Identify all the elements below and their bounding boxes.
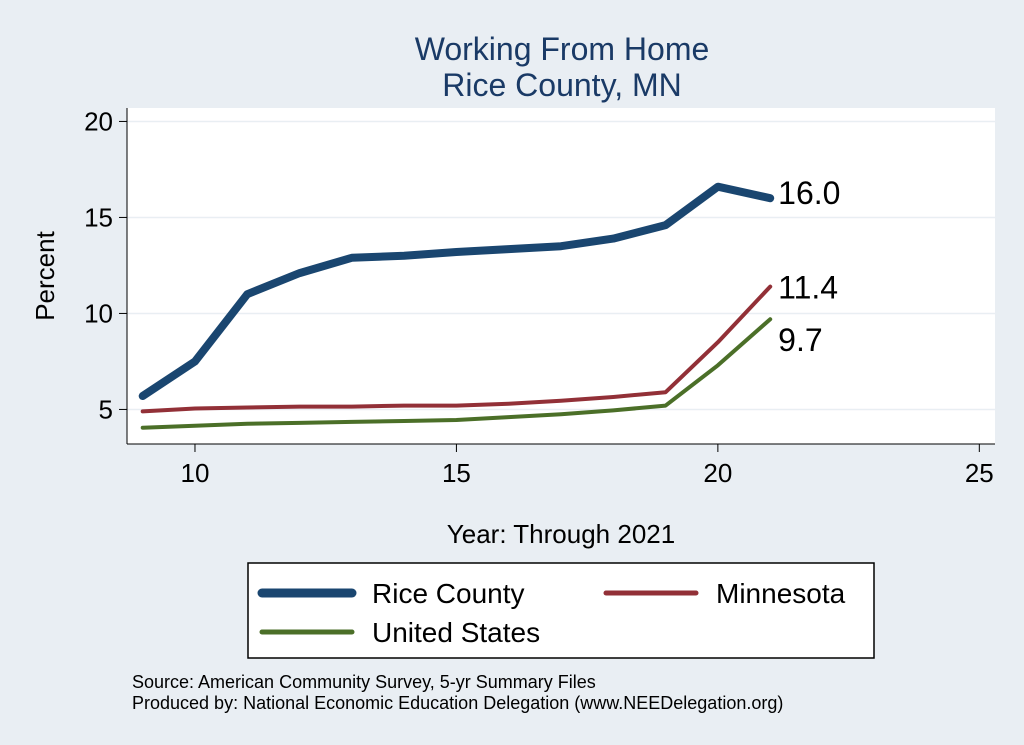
end-labels: 16.0 11.4 9.7 xyxy=(778,175,840,358)
series-line-0 xyxy=(138,182,775,400)
y-tick-label: 10 xyxy=(84,298,113,328)
producer-note: Produced by: National Economic Education… xyxy=(132,693,783,713)
plot-area xyxy=(127,108,995,444)
series-line-1 xyxy=(140,284,773,414)
series-lines xyxy=(138,182,775,430)
chart-title-line-1: Working From Home xyxy=(415,31,710,67)
x-axis-title: Year: Through 2021 xyxy=(447,519,675,549)
x-tick-label: 10 xyxy=(181,458,210,488)
series-line-2 xyxy=(140,317,773,430)
y-tick-label: 15 xyxy=(84,202,113,232)
end-label-0: 16.0 xyxy=(778,175,840,211)
legend-label-1: Minnesota xyxy=(716,578,846,609)
axis-ticks: 5 10 15 20 10 15 20 25 xyxy=(84,106,994,488)
y-tick-label: 5 xyxy=(99,394,113,424)
x-tick-label: 20 xyxy=(703,458,732,488)
gridlines xyxy=(127,120,995,411)
end-label-2: 9.7 xyxy=(778,322,822,358)
y-axis-title: Percent xyxy=(30,230,60,320)
legend-label-0: Rice County xyxy=(372,578,525,609)
y-tick-label: 20 xyxy=(84,106,113,136)
chart-title-line-2: Rice County, MN xyxy=(442,67,681,103)
x-tick-label: 15 xyxy=(442,458,471,488)
end-label-1: 11.4 xyxy=(778,270,838,306)
source-note: Source: American Community Survey, 5-yr … xyxy=(132,672,596,692)
legend-label-2: United States xyxy=(372,617,540,648)
x-tick-label: 25 xyxy=(965,458,994,488)
legend: Rice County Minnesota United States xyxy=(257,578,846,648)
legend-box xyxy=(247,562,875,659)
